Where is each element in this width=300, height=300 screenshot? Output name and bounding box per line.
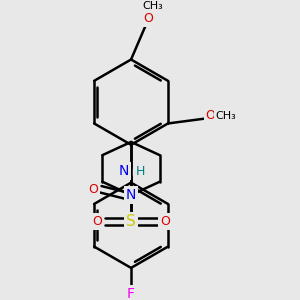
Text: O: O: [143, 12, 153, 25]
Text: CH₃: CH₃: [142, 1, 163, 10]
Text: N: N: [126, 188, 136, 202]
Text: O: O: [92, 215, 102, 228]
Text: O: O: [206, 110, 215, 122]
Text: CH₃: CH₃: [215, 111, 236, 121]
Text: N: N: [118, 164, 129, 178]
Text: H: H: [136, 165, 145, 178]
Text: O: O: [88, 183, 98, 196]
Text: S: S: [126, 214, 136, 229]
Text: O: O: [160, 215, 170, 228]
Text: F: F: [127, 287, 135, 300]
